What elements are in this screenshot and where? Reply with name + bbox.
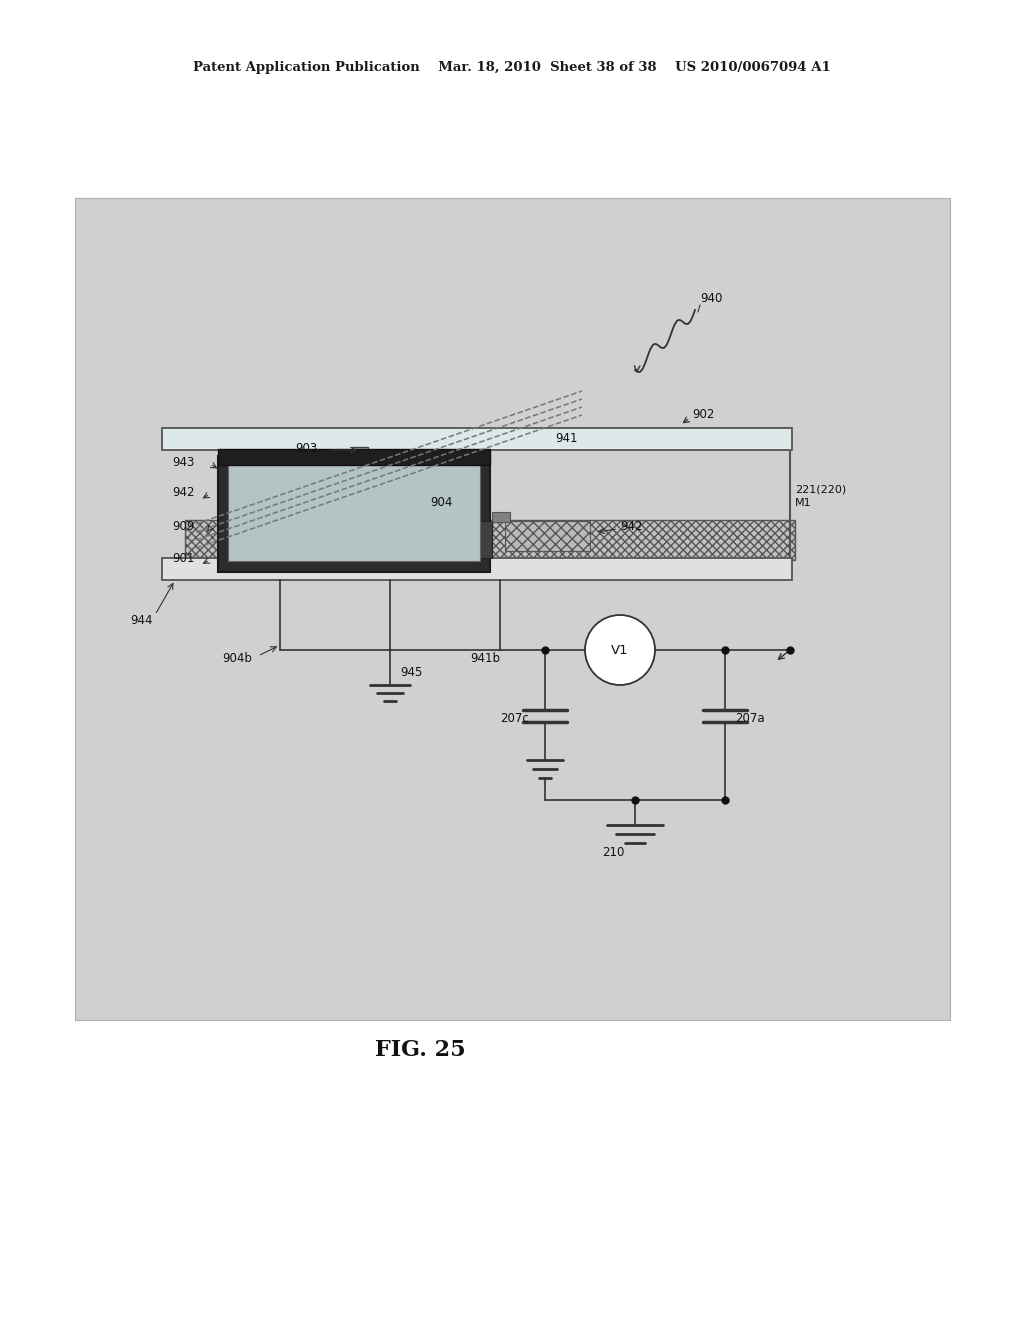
Bar	[162, 558, 792, 579]
Text: 904: 904	[430, 495, 453, 508]
Text: Patent Application Publication    Mar. 18, 2010  Sheet 38 of 38    US 2010/00670: Patent Application Publication Mar. 18, …	[194, 62, 830, 74]
Text: 945: 945	[400, 665, 422, 678]
Bar	[352, 447, 368, 461]
Bar	[185, 520, 795, 560]
Text: 207a: 207a	[735, 711, 765, 725]
Text: V1: V1	[611, 644, 629, 656]
Circle shape	[585, 615, 655, 685]
Text: 901: 901	[172, 552, 195, 565]
Bar	[218, 455, 490, 572]
Text: 904b: 904b	[222, 652, 252, 664]
Text: 942: 942	[620, 520, 642, 532]
Bar	[162, 428, 792, 450]
Bar	[440, 521, 492, 558]
Text: M1: M1	[795, 498, 812, 508]
Bar	[492, 512, 510, 521]
Text: 909: 909	[172, 520, 195, 532]
Bar	[75, 198, 950, 1020]
Text: 207c: 207c	[500, 711, 528, 725]
Text: 903: 903	[295, 441, 317, 454]
Bar	[218, 449, 490, 465]
Bar	[228, 463, 480, 561]
Text: 221(220): 221(220)	[795, 484, 846, 495]
Text: 941b: 941b	[470, 652, 500, 664]
Text: FIG. 25: FIG. 25	[375, 1039, 465, 1061]
Text: 940: 940	[700, 292, 722, 305]
Bar	[505, 521, 590, 550]
Text: 943: 943	[172, 455, 195, 469]
Text: 210: 210	[602, 846, 625, 858]
Text: 941: 941	[555, 432, 578, 445]
Text: 902: 902	[692, 408, 715, 421]
Text: 942: 942	[172, 486, 195, 499]
Text: 944: 944	[130, 614, 153, 627]
Bar	[248, 521, 300, 558]
